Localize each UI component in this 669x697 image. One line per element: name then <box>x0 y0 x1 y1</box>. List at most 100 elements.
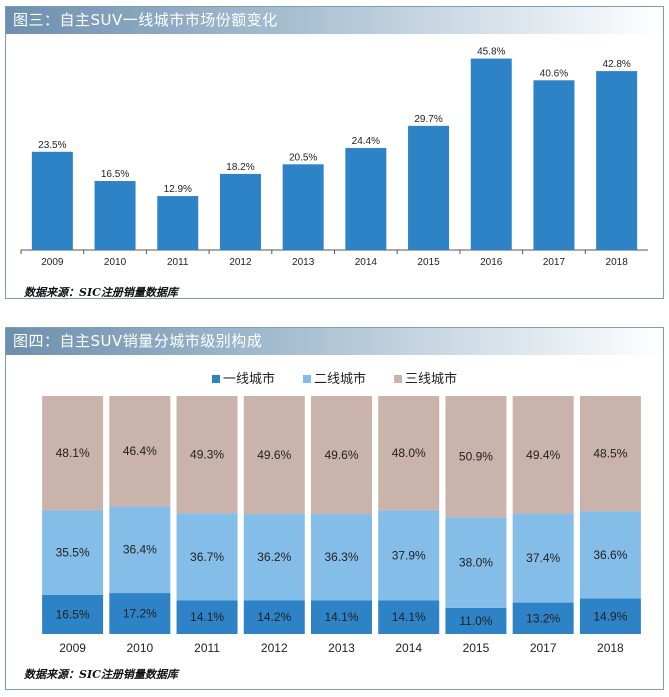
legend-swatch-1 <box>211 374 220 383</box>
chart2-data-label-2014-3: 48.0% <box>392 446 426 460</box>
chart2-segment-2018-2 <box>579 511 641 599</box>
chart2-data-label-2013-1: 14.1% <box>324 610 358 624</box>
chart1-data-label-2012: 18.2% <box>226 162 254 173</box>
chart1-x-tick-2016: 2016 <box>480 257 503 268</box>
chart1-bar-2011 <box>157 196 199 250</box>
chart2-data-label-2017-3: 49.4% <box>526 448 560 462</box>
chart2-segment-2009-1 <box>42 594 104 634</box>
chart2-x-tick-2014: 2014 <box>395 641 422 655</box>
chart2-data-label-2015-2: 38.0% <box>459 556 493 570</box>
chart2-segment-2012-2 <box>243 514 305 601</box>
chart2-data-label-2011-2: 36.7% <box>190 550 224 564</box>
chart1-data-label-2009: 23.5% <box>38 140 66 151</box>
chart2-data-label-2017-1: 13.2% <box>526 611 560 625</box>
chart1-bar-2009 <box>31 151 73 250</box>
chart2-data-label-2010-3: 46.4% <box>123 444 157 458</box>
chart2-segment-2013-2 <box>311 514 372 601</box>
chart2-data-label-2014-2: 37.9% <box>392 548 426 562</box>
chart2-segment-2013-3 <box>311 396 372 515</box>
chart2-x-tick-2017: 2017 <box>530 641 557 655</box>
chart2-x-tick-2018: 2018 <box>597 641 624 655</box>
chart1-data-label-2018: 42.8% <box>602 59 630 70</box>
city-tier-chart-panel: 图四：自主SUV销量分城市级别构成 一线城市 二线城市 三线城市 16.5% 35.5… <box>5 327 664 690</box>
chart2-segment-2014-2 <box>378 510 440 601</box>
chart2-segment-2017-2 <box>512 513 574 603</box>
legend-label-3: 三线城市 <box>405 372 458 387</box>
chart2-data-label-2014-1: 14.1% <box>392 610 426 624</box>
chart2-data-label-2013-2: 36.3% <box>324 550 358 564</box>
legend-item-1: 一线城市 <box>211 368 275 387</box>
chart2-x-tick-2011: 2011 <box>194 641 220 655</box>
chart1-bar-2014 <box>345 148 387 250</box>
chart2-segment-2010-2 <box>109 506 171 594</box>
chart2-data-label-2011-3: 49.3% <box>190 448 224 462</box>
chart2-data-label-2015-1: 11.0% <box>459 614 492 628</box>
chart2-data-label-2009-1: 16.5% <box>56 607 90 621</box>
chart2-segment-2015-1 <box>445 607 507 634</box>
chart2-title: 图四：自主SUV销量分城市级别构成 <box>6 328 663 355</box>
chart1-bar-2015 <box>408 125 450 250</box>
chart1-bar-2016 <box>470 58 512 250</box>
chart2-segment-2009-2 <box>42 510 104 595</box>
legend-swatch-3 <box>394 374 402 383</box>
chart2-data-label-2010-2: 36.4% <box>123 543 157 557</box>
chart2-svg: 16.5% 35.5% 48.1% 2009 17.2% 36.4% 46.4% 2010 14… <box>42 396 641 655</box>
legend-swatch-2 <box>302 374 311 383</box>
chart1-bar-2018 <box>596 71 638 250</box>
chart2-segment-2011-1 <box>176 600 238 634</box>
chart1-x-tick-2017: 2017 <box>543 257 566 268</box>
chart1-bar-2013 <box>282 164 324 250</box>
chart2-legend: 一线城市 二线城市 三线城市 <box>6 368 663 387</box>
chart2-x-tick-2013: 2013 <box>328 641 355 655</box>
chart2-segment-2012-1 <box>243 600 305 634</box>
legend-label-2: 二线城市 <box>313 372 366 387</box>
chart2-segment-2014-3 <box>378 396 440 511</box>
chart2-segment-2009-3 <box>42 396 104 511</box>
chart2-data-label-2012-1: 14.2% <box>257 610 291 624</box>
chart1-x-tick-2013: 2013 <box>292 257 315 268</box>
legend-label-1: 一线城市 <box>222 372 275 387</box>
chart2-segment-2010-3 <box>109 396 171 507</box>
chart1-data-label-2010: 16.5% <box>101 169 129 180</box>
chart2-segment-2015-3 <box>445 396 507 518</box>
chart1-x-tick-2015: 2015 <box>417 257 440 268</box>
chart2-segment-2014-1 <box>378 600 440 634</box>
chart1-x-tick-2009: 2009 <box>41 257 64 268</box>
chart2-data-label-2013-3: 49.6% <box>324 448 358 462</box>
chart1-bar-2010 <box>94 181 136 250</box>
chart1-x-tick-2010: 2010 <box>104 257 127 268</box>
chart1-svg: 23.5% 2009 16.5% 2010 12.9% 2011 18.2% 2012 20.5… <box>20 47 648 268</box>
chart1-data-label-2013: 20.5% <box>289 152 317 163</box>
chart2-segment-2018-1 <box>579 598 641 634</box>
chart2-segment-2015-2 <box>445 517 507 608</box>
chart2-x-tick-2010: 2010 <box>126 641 153 655</box>
chart1-data-label-2017: 40.6% <box>540 68 568 79</box>
chart2-segment-2010-1 <box>109 593 171 634</box>
chart2-data-label-2018-2: 36.6% <box>593 548 627 562</box>
chart2-source: 数据来源：SIC注册销量数据库 <box>24 668 178 681</box>
chart1-data-label-2011: 12.9% <box>164 184 192 195</box>
chart2-data-label-2009-2: 35.5% <box>56 546 90 560</box>
chart1-data-label-2016: 45.8% <box>477 47 505 58</box>
chart1-x-tick-2018: 2018 <box>606 257 629 268</box>
chart1-bar-2017 <box>533 80 575 251</box>
chart2-data-label-2011-1: 14.1% <box>190 610 224 624</box>
chart2-segment-2013-1 <box>311 600 372 634</box>
chart2-data-label-2010-1: 17.2% <box>123 607 157 621</box>
chart2-segment-2017-1 <box>512 602 574 634</box>
chart1-x-tick-2012: 2012 <box>229 257 252 268</box>
chart2-data-label-2017-2: 37.4% <box>526 551 560 565</box>
chart2-data-label-2015-3: 50.9% <box>459 450 493 464</box>
chart2-segment-2018-3 <box>579 396 641 512</box>
chart1-x-tick-2014: 2014 <box>355 257 378 268</box>
chart2-x-tick-2015: 2015 <box>463 641 490 655</box>
market-share-chart-panel: 图三：自主SUV一线城市市场份额变化 23.5% 2009 16.5% 2010 12.… <box>5 6 664 299</box>
chart2-segment-2011-3 <box>176 396 238 514</box>
chart2-segment-2011-2 <box>176 513 238 601</box>
chart2-segment-2017-3 <box>512 396 574 514</box>
chart1-bar-2012 <box>219 173 261 250</box>
chart2-x-tick-2009: 2009 <box>59 641 86 655</box>
chart1-data-label-2014: 24.4% <box>352 136 380 147</box>
chart2-data-label-2018-3: 48.5% <box>593 447 627 461</box>
chart2-segment-2012-3 <box>243 396 305 515</box>
